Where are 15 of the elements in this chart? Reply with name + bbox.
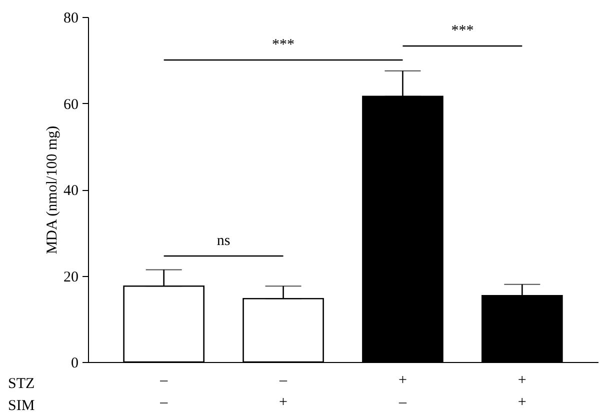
annotation: ns	[216, 233, 230, 249]
y-axis-title: MDA (nmol/100 mg)	[44, 126, 60, 254]
y-tick-label: 0	[71, 356, 78, 372]
annotation: ***	[272, 37, 295, 53]
x-tick-label: – –	[159, 372, 168, 410]
x-tick-label: – +	[278, 372, 288, 410]
x-tick-label: + +	[518, 372, 526, 410]
text: STZ	[8, 376, 35, 392]
y-tick-label: 60	[64, 96, 78, 113]
text: SIM	[8, 398, 35, 414]
y-tick-label: 40	[64, 183, 78, 199]
annotation: ***	[451, 23, 474, 39]
x-tick-label: + –	[398, 372, 407, 410]
y-tick-label: 80	[64, 10, 78, 26]
y-tick-label: 20	[64, 269, 78, 286]
